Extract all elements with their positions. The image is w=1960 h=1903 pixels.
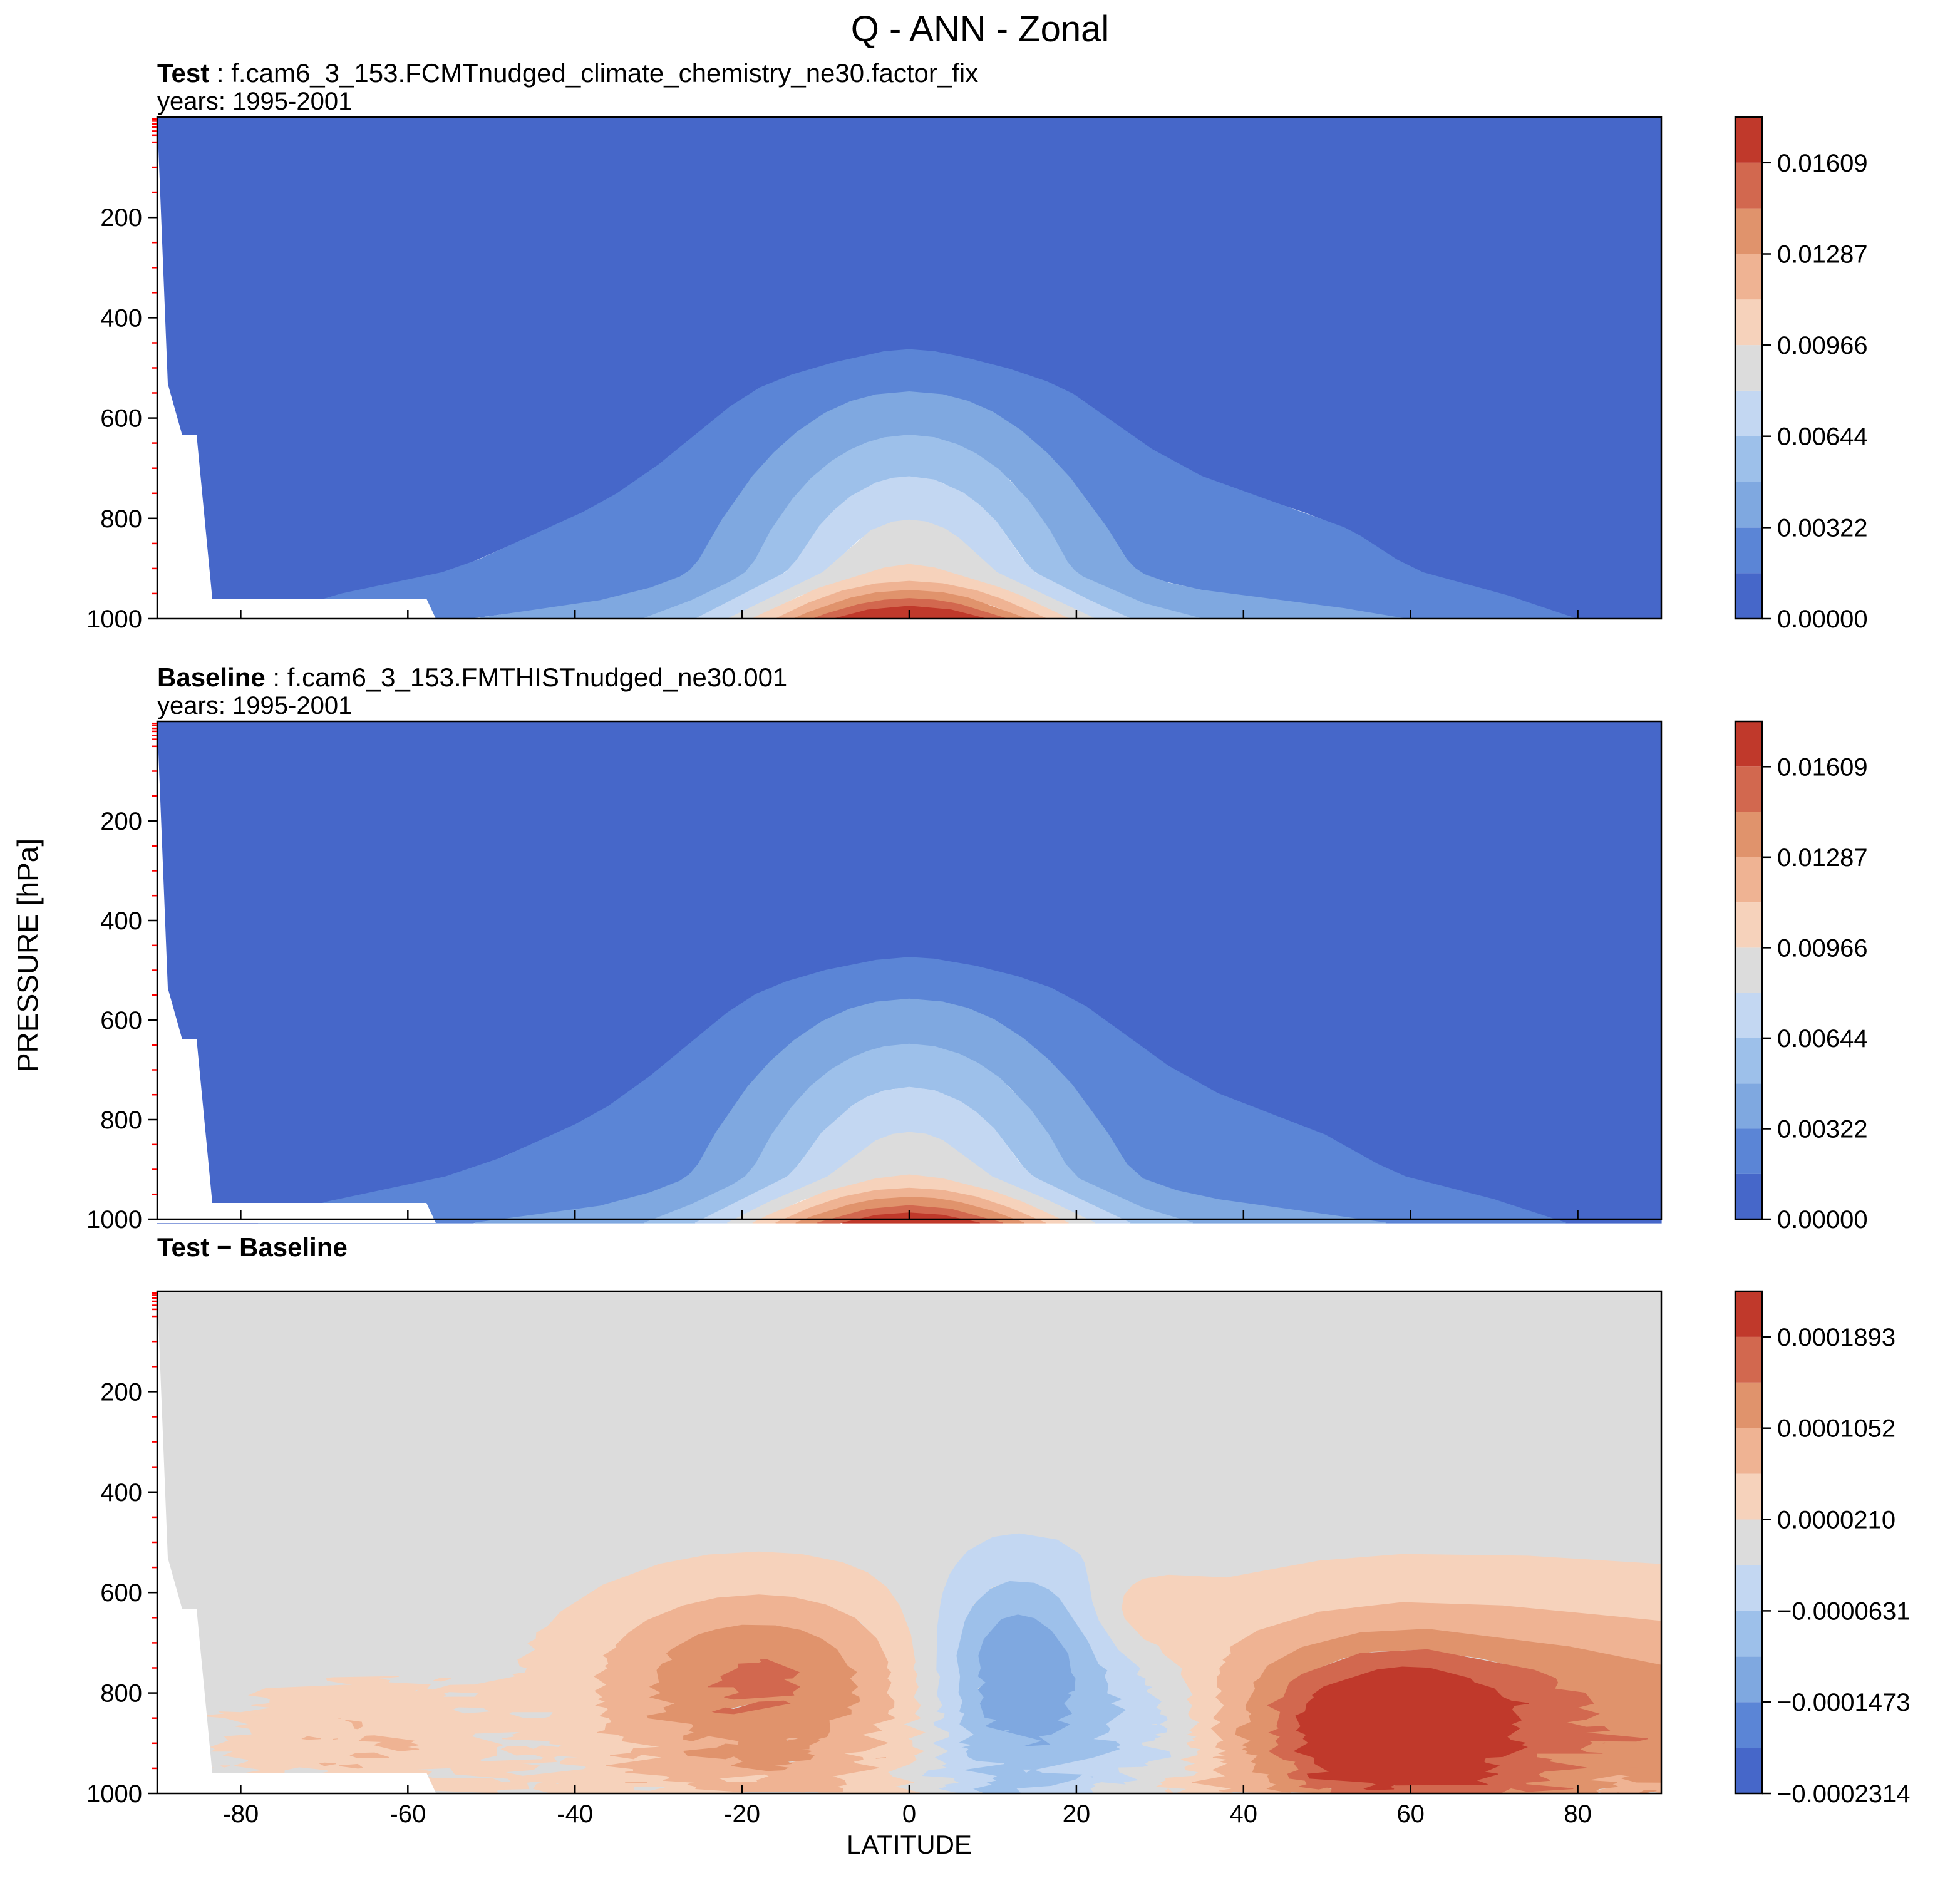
svg-text:0.00000: 0.00000 [1777, 606, 1868, 633]
svg-text:600: 600 [100, 1579, 142, 1607]
svg-text:Test − Baseline: Test − Baseline [157, 1232, 348, 1262]
svg-text:800: 800 [100, 1106, 142, 1134]
svg-text:400: 400 [100, 304, 142, 332]
svg-text:0.00644: 0.00644 [1777, 1025, 1868, 1053]
svg-text:0.00322: 0.00322 [1777, 514, 1868, 542]
svg-text:80: 80 [1564, 1800, 1592, 1828]
svg-text:-60: -60 [389, 1800, 426, 1828]
svg-text:-20: -20 [724, 1800, 760, 1828]
svg-text:0.00322: 0.00322 [1777, 1116, 1868, 1143]
svg-text:0.01609: 0.01609 [1777, 753, 1868, 781]
svg-text:0: 0 [902, 1800, 916, 1828]
svg-text:0.00966: 0.00966 [1777, 934, 1868, 962]
svg-text:1000: 1000 [86, 1206, 142, 1234]
svg-text:200: 200 [100, 204, 142, 232]
svg-text:Q - ANN - Zonal: Q - ANN - Zonal [851, 9, 1110, 49]
svg-text:PRESSURE [hPa]: PRESSURE [hPa] [11, 838, 44, 1072]
svg-text:0.0000210: 0.0000210 [1777, 1507, 1896, 1534]
svg-text:−0.0001473: −0.0001473 [1777, 1689, 1910, 1716]
svg-text:600: 600 [100, 405, 142, 433]
svg-text:0.0001893: 0.0001893 [1777, 1324, 1896, 1351]
svg-text:0.00644: 0.00644 [1777, 423, 1868, 451]
svg-text:0.01609: 0.01609 [1777, 150, 1868, 177]
svg-text:400: 400 [100, 907, 142, 935]
svg-text:0.0001052: 0.0001052 [1777, 1415, 1896, 1443]
svg-text:60: 60 [1396, 1800, 1425, 1828]
svg-text:−0.0002314: −0.0002314 [1777, 1780, 1910, 1808]
svg-text:1000: 1000 [86, 606, 142, 633]
svg-text:0.00000: 0.00000 [1777, 1206, 1868, 1234]
svg-text:0.01287: 0.01287 [1777, 844, 1868, 872]
svg-text:years: 1995-2001: years: 1995-2001 [157, 88, 352, 115]
svg-text:Test : f.cam6_3_153.FCMTnudged: Test : f.cam6_3_153.FCMTnudged_climate_c… [157, 58, 978, 88]
svg-text:-80: -80 [222, 1800, 259, 1828]
svg-text:20: 20 [1063, 1800, 1091, 1828]
svg-text:400: 400 [100, 1479, 142, 1507]
svg-text:LATITUDE: LATITUDE [847, 1830, 972, 1859]
svg-text:1000: 1000 [86, 1780, 142, 1808]
svg-text:800: 800 [100, 505, 142, 533]
svg-text:years: 1995-2001: years: 1995-2001 [157, 692, 352, 719]
svg-text:Baseline : f.cam6_3_153.FMTHIS: Baseline : f.cam6_3_153.FMTHISTnudged_ne… [157, 663, 787, 692]
svg-text:−0.0000631: −0.0000631 [1777, 1597, 1910, 1625]
svg-text:0.01287: 0.01287 [1777, 241, 1868, 269]
svg-text:200: 200 [100, 808, 142, 835]
svg-text:-40: -40 [557, 1800, 593, 1828]
svg-text:600: 600 [100, 1007, 142, 1034]
svg-text:800: 800 [100, 1680, 142, 1708]
svg-text:40: 40 [1230, 1800, 1258, 1828]
svg-text:200: 200 [100, 1378, 142, 1406]
svg-text:0.00966: 0.00966 [1777, 332, 1868, 359]
